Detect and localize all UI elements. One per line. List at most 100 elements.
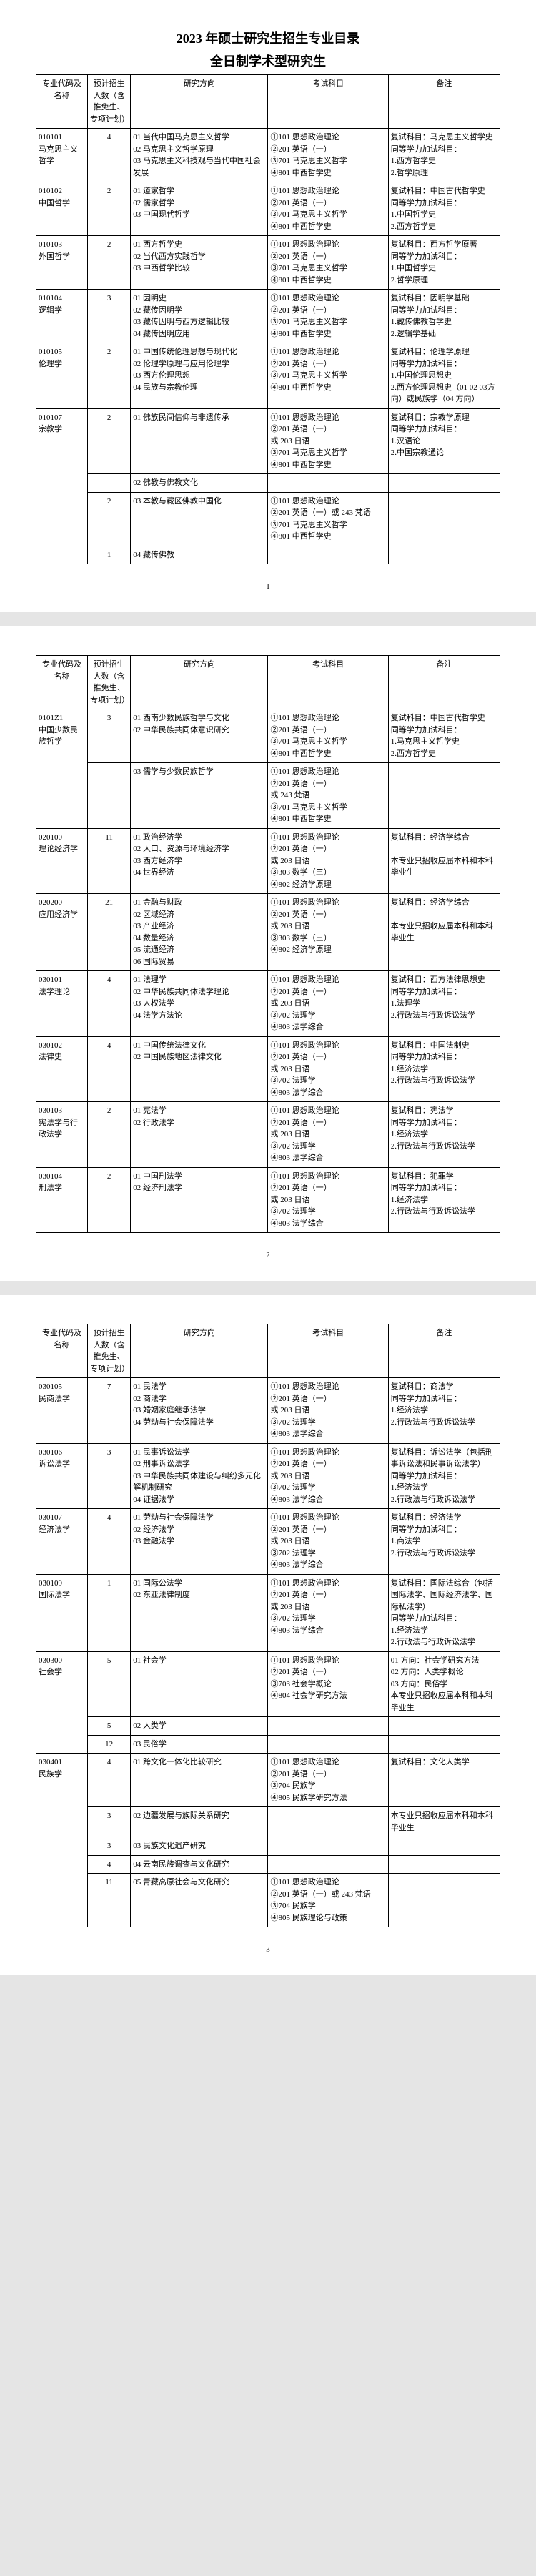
table-cell [268,546,388,564]
table-row: 303 民族文化遗产研究 [36,1837,500,1856]
table-cell: 5 [88,1651,131,1717]
table-cell: ①101 思想政治理论②201 英语（一）或 203 日语③702 法理学④80… [268,1378,388,1444]
doc-title: 2023 年硕士研究生招生专业目录 [36,29,500,47]
table-cell: 4 [88,971,131,1037]
table-cell: 010102中国哲学 [36,182,88,236]
table-cell: 020100理论经济学 [36,828,88,894]
table-cell: 030102法律史 [36,1036,88,1102]
table-cell: 复试科目：西方哲学原著同等学力加试科目：1.中国哲学史2.哲学原理 [388,236,500,290]
table-cell: 复试科目：宪法学同等学力加试科目：1.经济法学2.行政法与行政诉讼法学 [388,1102,500,1168]
catalog-table-1: 专业代码及名称 预计招生人数（含推免生、专项计划） 研究方向 考试科目 备注 0… [36,74,500,564]
table-cell: 21 [88,894,131,971]
table-cell: 复试科目：商法学同等学力加试科目：1.经济法学2.行政法与行政诉讼法学 [388,1378,500,1444]
table-cell: 3 [88,1837,131,1856]
table-cell: ①101 思想政治理论②201 英语（一）③701 马克思主义哲学④801 中西… [268,182,388,236]
table-cell: 2 [88,343,131,409]
table-cell: 03 民族文化遗产研究 [131,1837,268,1856]
table-cell: 2 [88,492,131,546]
table-cell: 复试科目：中国法制史同等学力加试科目：1.经济法学2.行政法与行政诉讼法学 [388,1036,500,1102]
th-note: 备注 [388,1324,500,1378]
table-cell: 02 边疆发展与族际关系研究 [131,1807,268,1837]
table-cell [388,1837,500,1856]
table-row: 302 边疆发展与族际关系研究本专业只招收应届本科和本科毕业生 [36,1807,500,1837]
table-cell: 11 [88,1874,131,1927]
table-row: 030103宪法学与行政法学201 宪法学02 行政法学①101 思想政治理论②… [36,1102,500,1168]
table-cell: 01 宪法学02 行政法学 [131,1102,268,1168]
table-cell [268,1735,388,1754]
table-cell: 010105伦理学 [36,343,88,409]
table-cell: 03 民俗学 [131,1735,268,1754]
table-cell: 复试科目：经济学综合本专业只招收应届本科和本科毕业生 [388,894,500,971]
table-cell: 030107经济法学 [36,1509,88,1575]
page-3: 专业代码及名称 预计招生人数（含推免生、专项计划） 研究方向 考试科目 备注 0… [0,1295,536,1975]
table-cell: 0101Z1中国少数民族哲学 [36,709,88,829]
table-cell: 030103宪法学与行政法学 [36,1102,88,1168]
table-row: 0101Z1中国少数民族哲学301 西南少数民族哲学与文化02 中华民族共同体意… [36,709,500,763]
th-count: 预计招生人数（含推免生、专项计划） [88,75,131,129]
table-row: 010101马克思主义哲学401 当代中国马克思主义哲学02 马克思主义哲学原理… [36,129,500,182]
table-cell: 03 儒学与少数民族哲学 [131,763,268,829]
th-exam: 考试科目 [268,656,388,709]
table-cell: 复试科目：犯罪学同等学力加试科目：1.经济法学2.行政法与行政诉讼法学 [388,1167,500,1233]
table-cell: 030104刑法学 [36,1167,88,1233]
table-cell: 01 社会学 [131,1651,268,1717]
table-cell: 01 中国刑法学02 经济刑法学 [131,1167,268,1233]
table-row: 020200应用经济学2101 金融与财政02 区域经济03 产业经济04 数量… [36,894,500,971]
table-cell: ①101 思想政治理论②201 英语（一）③701 马克思主义哲学④801 中西… [268,709,388,763]
table-cell: ①101 思想政治理论②201 英语（一）或 203 日语③702 法理学④80… [268,1443,388,1509]
th-count: 预计招生人数（含推免生、专项计划） [88,656,131,709]
table-cell: 02 人类学 [131,1717,268,1736]
th-dir: 研究方向 [131,656,268,709]
table-cell: ①101 思想政治理论②201 英语（一）或 203 日语③702 法理学④80… [268,1574,388,1651]
table-cell: 复试科目：文化人类学 [388,1754,500,1807]
table-row: 030101法学理论401 法理学02 中华民族共同体法学理论03 人权法学04… [36,971,500,1037]
table-cell: 01 道家哲学02 儒家哲学03 中国现代哲学 [131,182,268,236]
table-row: 030107经济法学401 劳动与社会保障法学02 经济法学03 金融法学①10… [36,1509,500,1575]
table-cell: 05 青藏高原社会与文化研究 [131,1874,268,1927]
table-cell [268,1807,388,1837]
table-cell [388,1717,500,1736]
table-cell: 4 [88,1509,131,1575]
table-row: 030401民族学401 跨文化一体化比较研究①101 思想政治理论②201 英… [36,1754,500,1807]
table-cell: ①101 思想政治理论②201 英语（一）③703 社会学概论④804 社会学研… [268,1651,388,1717]
table-cell: 1 [88,546,131,564]
table-cell: 1 [88,1574,131,1651]
table-cell: 7 [88,1378,131,1444]
table-cell: 01 因明史02 藏传因明学03 藏传因明与西方逻辑比较04 藏传因明应用 [131,290,268,343]
table-cell: ①101 思想政治理论②201 英语（一）或 243 梵语③701 马克思主义哲… [268,492,388,546]
table-cell: 复试科目：西方法律思想史同等学力加试科目：1.法理学2.行政法与行政诉讼法学 [388,971,500,1037]
table-cell: 复试科目：经济法学同等学力加试科目：1.商法学2.行政法与行政诉讼法学 [388,1509,500,1575]
table-row: 030105民商法学701 民法学02 商法学03 婚姻家庭继承法学04 劳动与… [36,1378,500,1444]
table-cell: 12 [88,1735,131,1754]
table-cell: 复试科目：中国古代哲学史同等学力加试科目：1.中国哲学史2.西方哲学史 [388,182,500,236]
table-cell: 复试科目：宗教学原理同等学力加试科目：1.汉语论2.中国宗教通论 [388,408,500,474]
table-row: 030102法律史401 中国传统法律文化02 中国民族地区法律文化①101 思… [36,1036,500,1102]
table-cell: 11 [88,828,131,894]
table-cell: 030109国际法学 [36,1574,88,1651]
table-cell: 010107宗教学 [36,408,88,564]
table-cell: 030401民族学 [36,1754,88,1927]
table-cell [88,474,131,493]
doc-subtitle: 全日制学术型研究生 [36,51,500,70]
th-note: 备注 [388,656,500,709]
table-cell: ①101 思想政治理论②201 英语（一）③701 马克思主义哲学④801 中西… [268,290,388,343]
table-cell: 01 民法学02 商法学03 婚姻家庭继承法学04 劳动与社会保障法学 [131,1378,268,1444]
th-exam: 考试科目 [268,75,388,129]
table-row: 030104刑法学201 中国刑法学02 经济刑法学①101 思想政治理论②20… [36,1167,500,1233]
table-cell: 本专业只招收应届本科和本科毕业生 [388,1807,500,1837]
th-dir: 研究方向 [131,75,268,129]
table-cell: 2 [88,408,131,474]
table-cell: 复试科目：马克思主义哲学史同等学力加试科目：1.西方哲学史2.哲学原理 [388,129,500,182]
table-row: 1203 民俗学 [36,1735,500,1754]
table-cell: 2 [88,1102,131,1168]
page-number: 3 [36,1945,500,1954]
table-cell [268,1855,388,1874]
table-cell: 复试科目：国际法综合（包括国际法学、国际经济法学、国际私法学）同等学力加试科目：… [388,1574,500,1651]
table-row: 030300社会学501 社会学①101 思想政治理论②201 英语（一）③70… [36,1651,500,1717]
table-cell: ①101 思想政治理论②201 英语（一）或 203 日语③702 法理学④80… [268,1036,388,1102]
table-cell: 5 [88,1717,131,1736]
catalog-table-2: 专业代码及名称 预计招生人数（含推免生、专项计划） 研究方向 考试科目 备注 0… [36,655,500,1233]
th-exam: 考试科目 [268,1324,388,1378]
table-cell: ①101 思想政治理论②201 英语（一）或 243 梵语③701 马克思主义哲… [268,763,388,829]
table-cell [268,1837,388,1856]
